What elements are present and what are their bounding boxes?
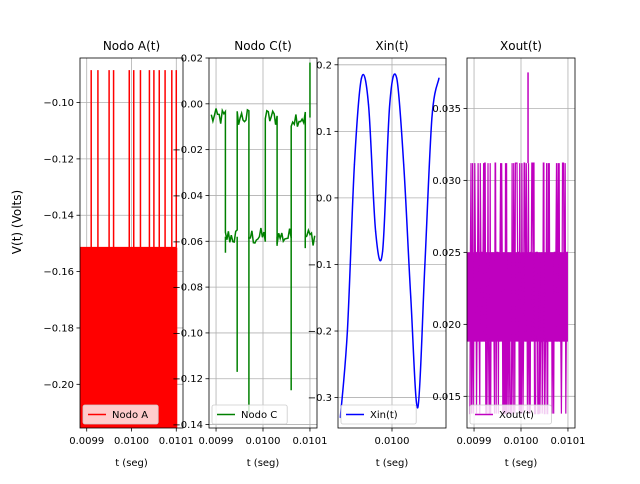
legend: Xin(t) [340,404,417,425]
subplot-2: 0.0099 0.0100 0.0101 −0.14 −0.12 −0.10 −0.08 −0… [172,39,327,469]
x-tick-label: 0.0100 [246,436,281,447]
subplot-3: 0.0100 −0.3 −0.2 −0.1 0.0 0.1 0.2 Xin(t) t (seg)… [308,39,447,469]
data-point [396,77,398,79]
data-point [374,230,377,232]
legend-box [340,404,417,425]
y-tick-label: 0.2 [316,60,332,71]
data-point [424,263,426,266]
y-tick-label: 0.02 [181,54,203,65]
data-point [389,104,391,106]
x-tick-label: 0.0101 [159,436,194,447]
data-point [367,104,370,106]
data-point [382,250,384,252]
legend: Nodo A [82,404,159,425]
series-fill [80,247,178,428]
y-tick-label: −0.1 [308,260,332,271]
legend-label: Nodo C [241,410,277,421]
x-axis-label: t (seg) [505,458,538,469]
y-tick-label: −0.10 [43,98,74,109]
y-tick-label: 0.020 [432,320,461,331]
x-tick-label: 0.0099 [199,436,234,447]
y-tick-label: −0.12 [172,374,203,385]
y-tick-label: −0.06 [172,237,203,248]
data-point [403,164,405,166]
y-tick-label: 0.015 [432,392,461,403]
legend-box [211,404,288,425]
y-tick-label: −0.04 [172,191,203,202]
x-tick-label: 0.0101 [550,436,585,447]
legend-label: Xin(t) [370,410,398,421]
x-axis-label: t (seg) [115,458,148,469]
y-tick-label: −0.08 [172,283,203,294]
x-tick-label: 0.0100 [375,436,410,447]
data-layer [80,70,178,428]
series-line [210,107,316,246]
data-layer [467,72,568,415]
subplot-4: 0.0099 0.0100 0.0101 0.015 0.020 0.025 0.030 0.… [432,39,585,469]
data-point [431,117,433,119]
y-tick-label: −0.3 [308,393,332,404]
subplot-title: Xin(t) [375,39,408,53]
y-tick-label: −0.10 [172,328,203,339]
legend-label: Xout(t) [499,410,534,421]
x-tick-label: 0.0100 [504,436,539,447]
y-tick-label: −0.02 [172,145,203,156]
y-tick-label: 0.025 [432,248,461,259]
x-tick-label: 0.0099 [457,436,492,447]
x-axis-label: t (seg) [376,458,409,469]
y-tick-label: 0.1 [316,127,332,138]
y-tick-label: 0.0 [316,193,332,204]
legend-label: Nodo A [112,410,148,421]
legend: Xout(t) [469,404,552,425]
x-tick-label: 0.0099 [69,436,104,447]
data-point [438,77,440,79]
data-layer [210,62,316,414]
y-axis-label: V(t) (Volts) [10,190,24,254]
legend-box [82,404,159,425]
data-point [417,406,419,409]
x-tick-label: 0.0101 [292,436,327,447]
y-tick-label: −0.18 [43,323,74,334]
subplot-title: Nodo C(t) [234,39,292,53]
y-tick-label: −0.20 [43,380,74,391]
legend-box [469,404,552,425]
y-tick-label: −0.14 [43,211,74,222]
data-point [360,77,363,79]
y-tick-label: −0.12 [43,154,74,165]
subplot-title: Xout(t) [500,39,542,53]
y-tick-label: 0.00 [181,99,203,110]
x-axis-label: t (seg) [247,458,280,469]
y-tick-label: −0.16 [43,267,74,278]
subplot-1: 0.0099 0.0100 0.0101 −0.20 −0.18 −0.16 −0.14 −0… [43,39,193,469]
y-tick-label: 0.030 [432,176,461,187]
y-tick-label: 0.035 [432,104,461,115]
y-tick-label: −0.2 [308,327,332,338]
data-layer [339,73,440,419]
y-tick-label: −0.14 [172,420,203,431]
x-tick-label: 0.0100 [114,436,149,447]
data-point [346,330,348,332]
subplot-title: Nodo A(t) [103,39,160,53]
data-point [353,164,356,166]
data-point [410,297,412,299]
legend: Nodo C [211,404,288,425]
